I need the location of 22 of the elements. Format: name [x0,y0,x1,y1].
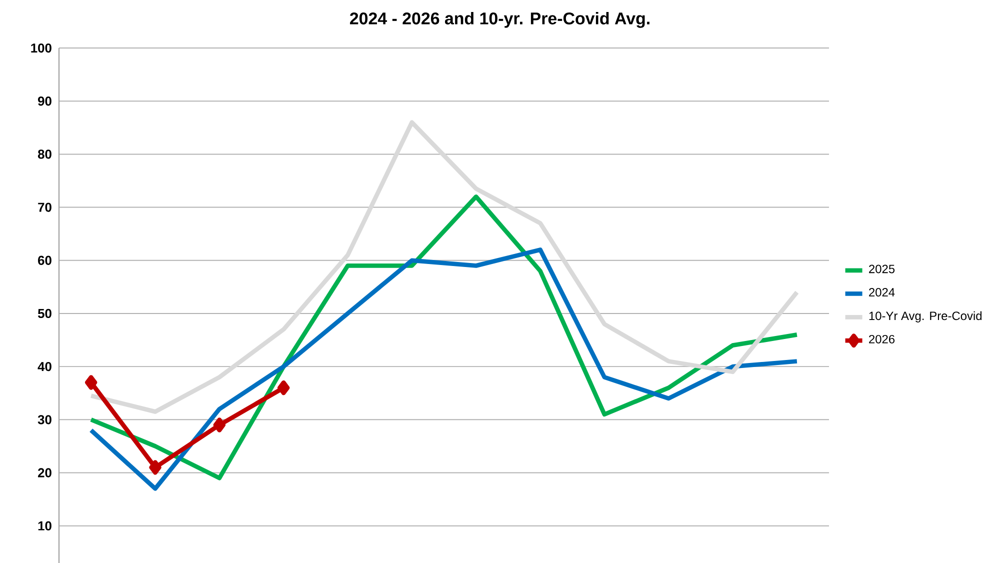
point [213,418,226,432]
y-tick-label: 30 [38,415,52,424]
line-series [88,120,800,414]
y-tick-label: 50 [38,308,52,318]
y-tick-label: 100 [31,43,52,53]
point [278,380,290,396]
y-tick-label: 70 [38,202,52,212]
chart-title: 2024 - 2026 and 10-yr. Pre-Covid Avg. [350,12,650,28]
point [85,375,98,390]
legend-label: 2024 [869,288,895,297]
y-tick-label: 90 [38,96,52,106]
y-tick-label: 10 [38,521,52,530]
y-tick-label: 60 [38,256,52,265]
line-series [88,194,800,480]
y-tick-label: 40 [38,362,52,372]
legend-label: 2026 [869,334,895,344]
y-tick-label: 20 [38,468,52,478]
point [149,460,162,475]
line-series [88,248,800,491]
legend-label: 10-Yr Avg. Pre-Covid [869,311,982,322]
y-tick-label: 80 [38,150,52,159]
legend-label: 2025 [869,264,895,274]
